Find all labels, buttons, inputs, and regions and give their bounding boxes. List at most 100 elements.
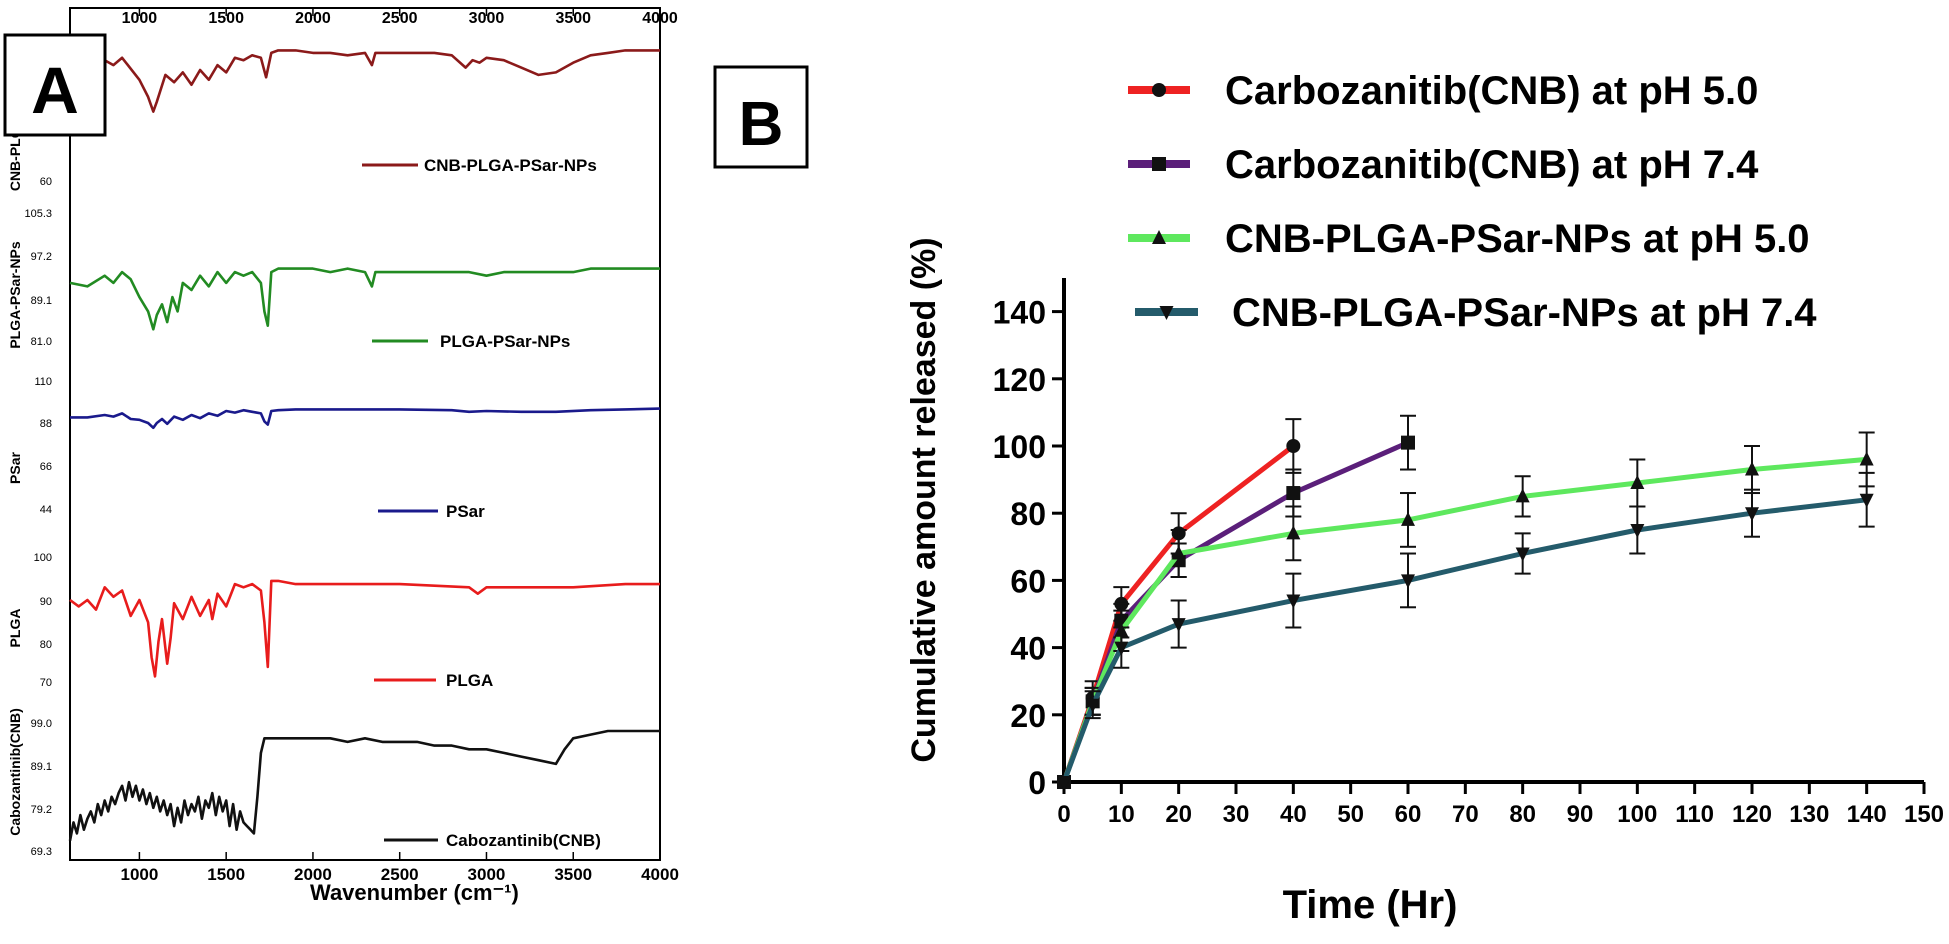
ftir-top-tick-label: 4000 [642, 10, 678, 27]
ftir-bottom-tick-label: 1500 [207, 865, 245, 884]
legend-marker-cnb-plga-psar-nps-at-ph-7-4 [1159, 306, 1174, 320]
ftir-y-tick-label: 66 [40, 461, 52, 473]
ftir-legend-label-plga-psar-nps: PLGA-PSar-NPs [440, 332, 570, 351]
ftir-legend-label-psar: PSar [446, 502, 485, 521]
release-y-tick-label: 40 [1010, 631, 1046, 667]
point-cnb-plga-psar-nps-at-ph-5-0 [1401, 511, 1415, 526]
ftir-y-tick-label: 88 [40, 418, 52, 430]
legend-label-carbozanitib-cnb-at-ph-7-4: Carbozanitib(CNB) at pH 7.4 [1225, 143, 1759, 187]
ftir-y-tick-label: 110 [34, 376, 52, 388]
ftir-top-tick-label: 2000 [295, 10, 331, 27]
point-cnb-plga-psar-nps-at-ph-5-0 [1171, 545, 1186, 560]
ftir-bottom-tick-label: 3000 [468, 865, 506, 884]
point-cnb-plga-psar-nps-at-ph-7-4 [1630, 524, 1645, 538]
ftir-bottom-tick-label: 3500 [554, 865, 592, 884]
release-x-tick-label: 0 [1057, 801, 1070, 828]
legend-marker-carbozanitib-cnb-at-ph-5-0 [1152, 83, 1166, 97]
ftir-legend-label-plga: PLGA [446, 671, 493, 690]
release-x-tick-label: 50 [1337, 801, 1364, 828]
ftir-legend-label-cnb-plga-psar-nps: CNB-PLGA-PSar-NPs [424, 156, 597, 175]
ftir-top-tick-label: 1000 [122, 10, 158, 27]
ftir-bottom-tick-label: 4000 [641, 865, 679, 884]
ftir-y-tick-label: 89.1 [31, 761, 52, 773]
legend-marker-carbozanitib-cnb-at-ph-7-4 [1152, 157, 1166, 171]
ftir-top-tick-label: 1500 [208, 10, 244, 27]
series-carbozanitib-cnb-at-ph-7-4 [1057, 414, 1416, 789]
ftir-y-tick-label: 44 [40, 504, 52, 516]
release-x-tick-label: 60 [1395, 801, 1422, 828]
release-x-tick-label: 150 [1904, 801, 1944, 828]
ftir-plot-frame [69, 7, 661, 861]
release-panel: B 0 10 20 30 40 50 60 70 80 90 100 110 120 130 140 1500… [713, 65, 1944, 927]
ftir-y-label-plga-psar-nps: PLGA-PSar-NPs [7, 241, 23, 349]
release-legend: Carbozanitib(CNB) at pH 5.0 Carbozanitib(… [1128, 69, 1817, 335]
panel-b-label: B [739, 90, 784, 159]
release-x-tick-label: 130 [1789, 801, 1829, 828]
point-cnb-plga-psar-nps-at-ph-5-0 [1630, 474, 1645, 489]
spectrum-cabozantinib-cnb [68, 729, 660, 841]
ftir-top-tick-label: 3500 [555, 10, 591, 27]
release-x-tick-label: 80 [1509, 801, 1536, 828]
point-carbozanitib-cnb-at-ph-7-4 [1401, 435, 1415, 450]
point-cnb-plga-psar-nps-at-ph-7-4 [1401, 574, 1415, 589]
spectrum-psar [70, 407, 661, 430]
ftir-y-label-plga: PLGA [7, 609, 23, 648]
ftir-y-tick-label: 90 [40, 596, 52, 608]
release-y-tick-label: 120 [993, 362, 1046, 398]
release-y-tick-label: 100 [993, 429, 1046, 465]
release-x-tick-label: 120 [1732, 801, 1772, 828]
ftir-bottom-tick-label: 1000 [120, 865, 158, 884]
point-cnb-plga-psar-nps-at-ph-7-4 [1859, 493, 1874, 508]
release-x-tick-label: 70 [1452, 801, 1479, 828]
spectrum-plga [69, 579, 660, 678]
ftir-y-tick-label: 79.2 [31, 804, 52, 816]
release-x-tick-label: 100 [1617, 801, 1657, 828]
series-cnb-plga-psar-nps-at-ph-7-4 [1057, 471, 1875, 790]
panel-a-label: A [31, 53, 79, 127]
ftir-panel: 1000 1500 2000 2500 3000 3500 4000 1000 1500 200… [3, 7, 679, 905]
ftir-bottom-axis: 1000 1500 2000 2500 3000 3500 4000 [120, 852, 679, 884]
point-cnb-plga-psar-nps-at-ph-7-4 [1114, 641, 1129, 656]
ftir-y-tick-label: 100 [34, 552, 52, 564]
line-cnb-plga-psar-nps-at-ph-7-4 [1061, 497, 1867, 783]
point-cnb-plga-psar-nps-at-ph-7-4 [1171, 618, 1186, 633]
ftir-top-axis: 1000 1500 2000 2500 3000 3500 4000 [122, 8, 678, 27]
point-cnb-plga-psar-nps-at-ph-7-4 [1515, 547, 1530, 562]
ftir-bottom-tick-label: 2000 [294, 865, 332, 884]
legend-label-carbozanitib-cnb-at-ph-5-0: Carbozanitib(CNB) at pH 5.0 [1225, 69, 1758, 113]
ftir-y-label-psar: PSar [7, 451, 23, 483]
release-y-tick-label: 20 [1010, 698, 1046, 734]
release-x-tick-label: 40 [1280, 801, 1307, 828]
release-x-tick-label: 30 [1223, 801, 1250, 828]
ftir-y-tick-label: 99.0 [31, 718, 52, 730]
ftir-y-label-cabozantinib-cnb: Cabozantinib(CNB) [7, 708, 23, 836]
release-series [1057, 414, 1875, 790]
release-x-tick-label: 90 [1567, 801, 1594, 828]
point-cnb-plga-psar-nps-at-ph-7-4 [1745, 507, 1759, 522]
ftir-legend-label-cabozantinib-cnb: Cabozantinib(CNB) [446, 831, 601, 850]
ftir-bottom-tick-label: 2500 [381, 865, 419, 884]
point-cnb-plga-psar-nps-at-ph-7-4 [1057, 776, 1071, 790]
ftir-y-tick-label: 69.3 [31, 846, 52, 858]
line-cnb-plga-psar-nps-at-ph-5-0 [1061, 456, 1867, 783]
legend-label-cnb-plga-psar-nps-at-ph-5-0: CNB-PLGA-PSar-NPs at pH 5.0 [1225, 217, 1810, 261]
release-x-tick-label: 140 [1847, 801, 1887, 828]
point-cnb-plga-psar-nps-at-ph-5-0 [1286, 525, 1301, 540]
point-cnb-plga-psar-nps-at-ph-5-0 [1515, 488, 1530, 503]
ftir-top-tick-label: 2500 [382, 10, 418, 27]
point-carbozanitib-cnb-at-ph-5-0 [1286, 439, 1301, 453]
ftir-y-tick-label: 105.3 [24, 208, 52, 220]
release-x-axis-label: Time (Hr) [1283, 883, 1458, 927]
point-cnb-plga-psar-nps-at-ph-5-0 [1745, 461, 1759, 476]
release-y-tick-label: 60 [1010, 563, 1046, 599]
ftir-x-axis-label: Wavenumber (cm⁻¹) [310, 880, 519, 905]
point-cnb-plga-psar-nps-at-ph-5-0 [1859, 451, 1874, 466]
point-carbozanitib-cnb-at-ph-7-4 [1286, 486, 1301, 501]
release-y-axis-label: Cumulative amount released (%) [905, 237, 943, 762]
panel-a-badge: A [3, 33, 107, 137]
ftir-y-tick-label: 80 [40, 639, 52, 651]
point-cnb-plga-psar-nps-at-ph-7-4 [1286, 594, 1301, 609]
ftir-top-tick-label: 3000 [469, 10, 505, 27]
ftir-y-tick-label: 60 [40, 176, 52, 188]
